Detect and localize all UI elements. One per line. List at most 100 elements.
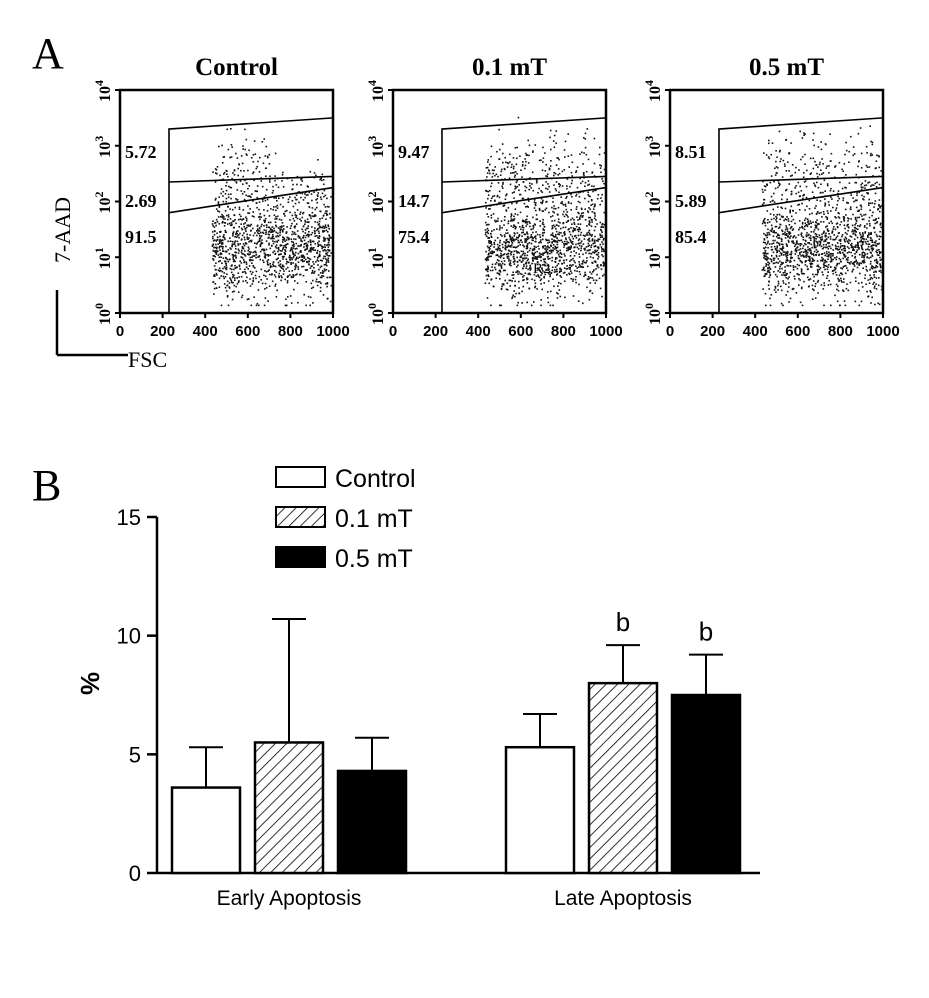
dot: [294, 211, 296, 214]
dot: [556, 246, 558, 249]
dot: [284, 246, 287, 248]
dot: [588, 223, 590, 225]
dot: [857, 165, 859, 168]
dot: [292, 257, 294, 259]
dot: [222, 200, 225, 203]
dot: [549, 257, 551, 260]
dot: [871, 184, 873, 186]
dot: [765, 253, 768, 255]
dot: [268, 244, 270, 246]
dot: [491, 250, 493, 252]
dot: [571, 161, 574, 164]
dot: [249, 224, 251, 227]
dot: [810, 266, 812, 268]
dot: [520, 261, 523, 263]
dot: [868, 220, 870, 222]
dot: [326, 205, 329, 208]
dot: [275, 216, 277, 218]
dot: [798, 257, 801, 260]
dot: [547, 291, 549, 293]
dot: [486, 176, 488, 178]
dot: [834, 244, 837, 247]
dot: [555, 228, 557, 230]
dot: [228, 222, 231, 225]
dot: [295, 223, 298, 225]
dot: [824, 239, 826, 241]
dot: [800, 268, 803, 270]
dot: [835, 258, 838, 261]
dot: [240, 169, 242, 172]
dot: [839, 304, 841, 307]
dot: [224, 250, 227, 253]
dot: [499, 263, 501, 265]
dot: [565, 238, 567, 241]
dot: [223, 234, 225, 236]
dot: [212, 225, 214, 227]
dot: [225, 200, 227, 203]
dot: [839, 252, 842, 254]
dot: [818, 265, 820, 268]
dot: [590, 252, 592, 255]
dot: [862, 254, 864, 257]
dot: [581, 262, 583, 265]
dot: [806, 251, 809, 254]
dot: [815, 238, 817, 240]
dot: [500, 220, 503, 222]
dot: [868, 243, 871, 245]
dot: [287, 238, 290, 241]
dot: [228, 185, 230, 188]
dot: [854, 261, 856, 263]
dot: [499, 227, 501, 229]
dot: [874, 259, 876, 262]
dot: [522, 257, 524, 260]
dot: [529, 273, 532, 276]
dot: [776, 247, 778, 249]
dot: [500, 170, 503, 173]
dot: [522, 244, 524, 246]
dot: [526, 221, 529, 223]
dot: [215, 272, 218, 275]
dot: [870, 247, 873, 250]
dot: [870, 245, 872, 248]
dot: [603, 168, 606, 171]
dot: [766, 259, 768, 261]
dot: [767, 156, 770, 158]
dot: [310, 244, 312, 246]
dot: [603, 273, 606, 276]
dot: [501, 254, 503, 257]
dot: [859, 232, 861, 234]
dot: [263, 138, 265, 140]
dot: [593, 240, 596, 243]
dot: [325, 253, 328, 255]
dot: [876, 266, 879, 268]
dot: [514, 208, 517, 210]
dot: [264, 282, 267, 285]
dot: [563, 232, 565, 234]
dot: [853, 200, 855, 203]
dot: [591, 199, 593, 202]
dot: [324, 206, 327, 208]
dot: [838, 280, 840, 282]
dot: [510, 172, 512, 174]
dot: [217, 269, 220, 271]
dot: [520, 250, 523, 253]
dot: [868, 198, 871, 201]
dot: [595, 261, 597, 264]
dot: [326, 231, 329, 233]
dot: [824, 202, 826, 205]
dot: [784, 266, 786, 268]
dot: [300, 259, 302, 262]
dot: [838, 262, 840, 265]
x-tick-label: 600: [235, 323, 260, 340]
dot: [801, 304, 804, 307]
dot: [571, 175, 573, 177]
dot: [485, 231, 487, 234]
dot: [768, 288, 770, 290]
dot: [274, 218, 276, 220]
dot: [785, 294, 787, 296]
dot: [490, 241, 492, 244]
dot: [487, 267, 489, 269]
dot: [789, 259, 792, 262]
dot: [564, 243, 567, 245]
dot: [785, 255, 787, 257]
